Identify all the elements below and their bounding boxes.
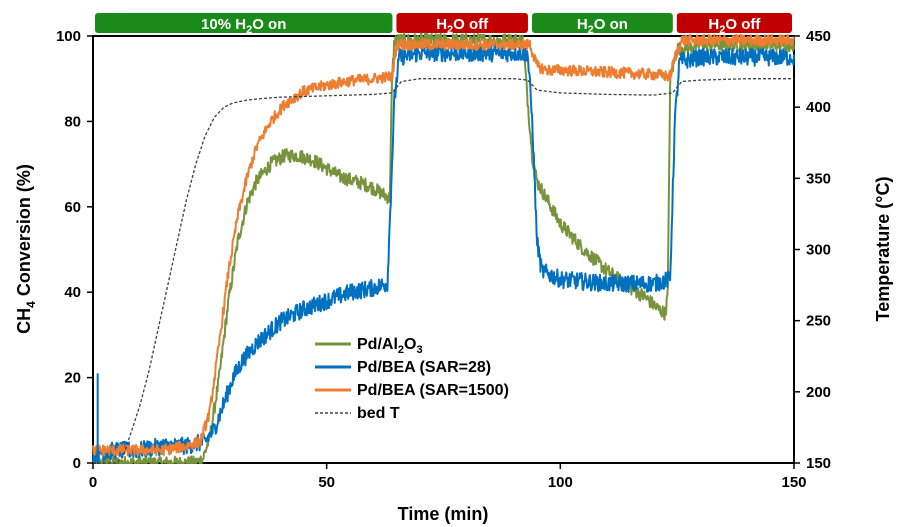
x-tick-label: 100 bbox=[548, 474, 573, 491]
y-axis-right: 150 200 250 300 350 400 450 bbox=[794, 28, 831, 472]
x-axis: 0 50 100 150 bbox=[89, 463, 807, 491]
x-tick-label: 150 bbox=[781, 474, 806, 491]
y2-tick-label: 250 bbox=[806, 313, 831, 330]
x-tick-label: 0 bbox=[89, 474, 97, 491]
series-line-pd-bea-sar-28 bbox=[92, 43, 795, 464]
legend-label-bed-t: bed T bbox=[357, 405, 400, 422]
y2-tick-label: 200 bbox=[806, 384, 831, 401]
series-layer bbox=[92, 32, 795, 464]
legend-label-pd-bea-sar-1500: Pd/BEA (SAR=1500) bbox=[357, 382, 509, 399]
y-tick-label: 100 bbox=[56, 28, 81, 45]
y-tick-label: 0 bbox=[73, 455, 81, 472]
y2-tick-label: 450 bbox=[806, 28, 831, 45]
series-line-bed-t bbox=[93, 78, 794, 464]
y2-tick-label: 300 bbox=[806, 242, 831, 259]
y-tick-label: 40 bbox=[64, 284, 81, 301]
legend-label-pd-al2o3: Pd/Al2O3 bbox=[357, 336, 423, 356]
phase-bar-1 bbox=[396, 13, 528, 33]
legend-label-pd-bea-sar-28: Pd/BEA (SAR=28) bbox=[357, 359, 491, 376]
y-axis-left: 0 20 40 60 80 100 bbox=[56, 28, 93, 472]
y2-tick-label: 400 bbox=[806, 99, 831, 116]
y-tick-label: 60 bbox=[64, 199, 81, 216]
legend: Pd/Al2O3 Pd/BEA (SAR=28) Pd/BEA (SAR=1500)… bbox=[315, 336, 509, 422]
phase-label-0: 10% H2O on bbox=[201, 16, 286, 36]
phase-bars: 10% H2O on H2O off H2O on H2O off bbox=[95, 13, 792, 36]
phase-bar-2 bbox=[531, 13, 673, 33]
y2-tick-label: 350 bbox=[806, 170, 831, 187]
y2-tick-label: 150 bbox=[806, 455, 831, 472]
phase-bar-3 bbox=[676, 13, 792, 33]
x-tick-label: 50 bbox=[318, 474, 335, 491]
phase-label-1: H2O off bbox=[436, 16, 489, 36]
phase-label-3: H2O off bbox=[708, 16, 761, 36]
y-axis-title-left: CH4 Conversion (%) bbox=[14, 164, 38, 334]
y-tick-label: 80 bbox=[64, 113, 81, 130]
y-axis-title-right: Temperature (°C) bbox=[873, 177, 893, 322]
phase-bar-0 bbox=[95, 13, 393, 33]
x-axis-title: Time (min) bbox=[398, 504, 489, 524]
y-tick-label: 20 bbox=[64, 370, 81, 387]
series-line-pd-bea-sar-1500 bbox=[92, 33, 795, 457]
phase-label-2: H2O on bbox=[577, 16, 628, 36]
